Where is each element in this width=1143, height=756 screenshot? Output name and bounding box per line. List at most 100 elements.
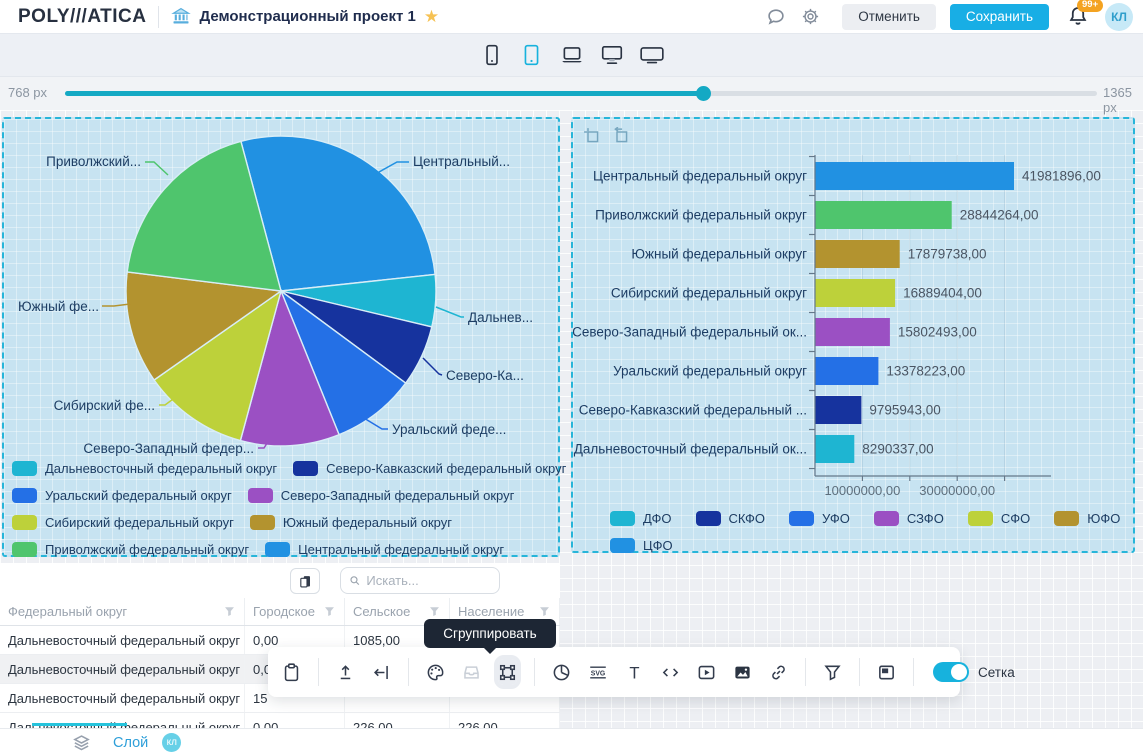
video-icon[interactable]	[697, 659, 716, 685]
favorite-star-icon[interactable]: ★	[424, 8, 439, 25]
reset-frame-icon[interactable]	[612, 127, 629, 144]
bar-category-label: Уральский федеральный округ	[613, 364, 807, 379]
column-header[interactable]: Городское	[245, 598, 345, 625]
group-frame-icon[interactable]	[498, 659, 517, 685]
pie-chart-widget[interactable]: Центральный...Дальнев...Северо-Ка...Урал…	[2, 117, 560, 557]
paste-icon[interactable]	[282, 659, 301, 685]
slider-min-label: 768 px	[8, 85, 47, 100]
legend-color-chip	[696, 511, 721, 526]
canvas-width-slider-row: 768 px 1365 px	[0, 77, 1143, 110]
bar[interactable]	[815, 318, 890, 346]
legend-label: ДФО	[643, 511, 672, 526]
copy-button[interactable]	[290, 568, 320, 594]
bar-category-label: Южный федеральный округ	[631, 247, 807, 262]
filter-funnel-icon[interactable]	[223, 605, 236, 618]
bar[interactable]	[815, 396, 861, 424]
cancel-button[interactable]: Отменить	[842, 4, 936, 30]
code-icon[interactable]	[661, 659, 680, 685]
svg-text:SVG: SVG	[591, 670, 606, 677]
bar[interactable]	[815, 201, 952, 229]
legend-item[interactable]: СЗФО	[874, 511, 944, 526]
gear-icon[interactable]	[800, 7, 820, 27]
width-slider-fill	[65, 91, 703, 96]
toolbar-divider	[913, 658, 914, 686]
filter-funnel-icon[interactable]	[538, 605, 551, 618]
bar[interactable]	[815, 279, 895, 307]
legend-item[interactable]: ДФО	[610, 511, 672, 526]
bar-value-label: 17879738,00	[908, 247, 987, 262]
bar-chart-widget[interactable]: Центральный федеральный округ 41981896,00…	[571, 117, 1135, 553]
filter-funnel-icon[interactable]	[323, 605, 336, 618]
legend-color-chip	[12, 488, 37, 503]
filter-icon[interactable]	[823, 659, 842, 685]
bar[interactable]	[815, 435, 854, 463]
legend-item[interactable]: Северо-Кавказский федеральный округ	[293, 461, 566, 476]
search-input[interactable]	[366, 573, 491, 588]
legend-label: СКФО	[729, 511, 766, 526]
legend-item[interactable]: Центральный федеральный округ	[265, 542, 504, 557]
bar-category-label: Приволжский федеральный округ	[595, 208, 807, 223]
bar[interactable]	[815, 162, 1014, 190]
filter-funnel-icon[interactable]	[428, 605, 441, 618]
column-header[interactable]: Федеральный округ	[0, 598, 245, 625]
svg-icon[interactable]: SVG	[588, 659, 608, 685]
app-logo: POLY///ATICA	[18, 6, 146, 28]
width-slider-handle[interactable]	[696, 86, 711, 101]
link-icon[interactable]	[769, 659, 788, 685]
layer-tab[interactable]: Слой кл	[113, 733, 181, 752]
search-icon	[349, 574, 360, 587]
legend-label: Дальневосточный федеральный округ	[45, 461, 277, 476]
palette-icon[interactable]	[426, 659, 445, 685]
pie-chart-icon[interactable]	[552, 659, 571, 685]
bar-chart: Центральный федеральный округ 41981896,00…	[573, 119, 1133, 551]
device-tv-icon[interactable]	[639, 42, 665, 68]
text-icon[interactable]: T	[625, 659, 644, 685]
pie-callout-label: Уральский феде...	[392, 422, 506, 437]
bar-value-label: 16889404,00	[903, 286, 982, 301]
panel-icon[interactable]	[877, 659, 896, 685]
chat-icon[interactable]	[766, 7, 786, 27]
device-tablet-icon[interactable]	[519, 42, 545, 68]
legend-item[interactable]: ЮФО	[1054, 511, 1120, 526]
add-frame-icon[interactable]	[583, 127, 600, 144]
legend-item[interactable]: Уральский федеральный округ	[12, 488, 232, 503]
toolbar-divider	[859, 658, 860, 686]
bar-category-label: Центральный федеральный округ	[593, 169, 807, 184]
legend-item[interactable]: Южный федеральный округ	[250, 515, 452, 530]
device-phone-icon[interactable]	[479, 42, 505, 68]
device-laptop-icon[interactable]	[559, 42, 585, 68]
legend-item[interactable]: Дальневосточный федеральный округ	[12, 461, 277, 476]
legend-label: Сибирский федеральный округ	[45, 515, 234, 530]
dashboard-canvas[interactable]: Центральный...Дальнев...Северо-Ка...Урал…	[0, 110, 1143, 728]
pie-callout-label: Северо-Ка...	[446, 368, 524, 383]
avatar[interactable]: КЛ	[1105, 3, 1133, 31]
bar[interactable]	[815, 240, 900, 268]
x-tick-label: 10000000,00	[824, 483, 900, 498]
bar-value-label: 41981896,00	[1022, 169, 1101, 184]
bar[interactable]	[815, 357, 878, 385]
tray-icon	[462, 659, 481, 685]
legend-label: Уральский федеральный округ	[45, 488, 232, 503]
column-header-label: Сельское	[353, 604, 410, 619]
legend-item[interactable]: Приволжский федеральный округ	[12, 542, 249, 557]
legend-item[interactable]: Сибирский федеральный округ	[12, 515, 234, 530]
legend-item[interactable]: СКФО	[696, 511, 766, 526]
tooltip: Сгруппировать	[424, 619, 556, 648]
legend-item[interactable]: СФО	[968, 511, 1030, 526]
grid-toggle[interactable]	[933, 662, 969, 682]
upload-icon[interactable]	[336, 659, 355, 685]
collapse-left-icon[interactable]	[372, 659, 391, 685]
save-button[interactable]: Сохранить	[950, 4, 1049, 30]
bar-category-label: Северо-Западный федеральный ок...	[573, 325, 807, 340]
legend-item[interactable]: УФО	[789, 511, 850, 526]
legend-item[interactable]: Северо-Западный федеральный округ	[248, 488, 515, 503]
image-icon[interactable]	[733, 659, 752, 685]
legend-color-chip	[874, 511, 899, 526]
bank-icon	[171, 7, 191, 27]
device-monitor-icon[interactable]	[599, 42, 625, 68]
legend-item[interactable]: ЦФО	[610, 538, 673, 553]
layers-icon[interactable]	[72, 733, 91, 752]
width-slider-track[interactable]	[65, 91, 1097, 96]
notifications-button[interactable]: 99+	[1067, 5, 1091, 29]
legend-label: Южный федеральный округ	[283, 515, 452, 530]
